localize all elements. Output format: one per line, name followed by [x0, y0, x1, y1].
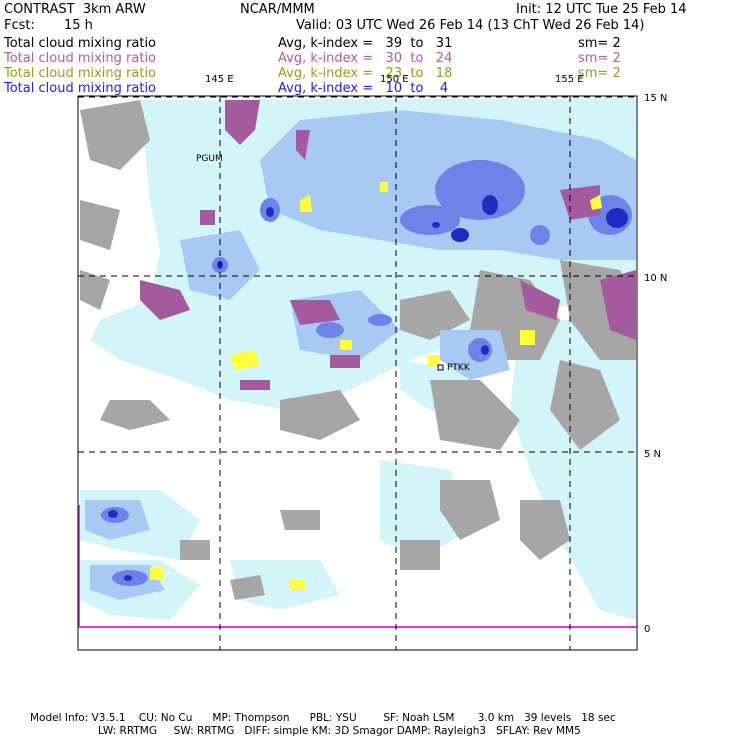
yellow-field — [150, 182, 602, 590]
legend-stat-3: Avg, k-index = 23 to 18 — [278, 66, 453, 81]
org-label: NCAR/MMM — [240, 2, 315, 17]
map-fields — [80, 98, 636, 620]
legend-name-2: Total cloud mixing ratio — [4, 51, 157, 66]
station-marker — [437, 364, 444, 371]
valid-time: Valid: 03 UTC Wed 26 Feb 14 (13 ChT Wed … — [296, 18, 645, 33]
legend-stat-1: Avg, k-index = 39 to 31 — [278, 36, 453, 51]
lon-label-155: 155 E — [555, 74, 584, 85]
legend-name-1: Total cloud mixing ratio — [4, 36, 157, 51]
gray-field — [80, 100, 636, 600]
station-ptkk: PTKK — [447, 363, 471, 373]
lat-lon-grid — [78, 96, 637, 650]
forecast-hours: 15 h — [64, 18, 93, 33]
station-pgum: PGUM — [196, 154, 223, 164]
lat-label-15n: 15 N — [644, 93, 667, 104]
pink-field — [140, 100, 636, 390]
map-frame — [77, 95, 638, 651]
lat-label-10n: 10 N — [644, 273, 667, 284]
lon-label-145: 145 E — [205, 74, 234, 85]
legend-sm-3: sm= 2 — [578, 66, 621, 81]
legend-name-4: Total cloud mixing ratio — [4, 81, 157, 96]
legend-stat-2: Avg, k-index = 30 to 24 — [278, 51, 453, 66]
legend-stat-4: Avg, k-index = 10 to 4 — [278, 81, 449, 96]
legend-name-3: Total cloud mixing ratio — [4, 66, 157, 81]
legend-sm-2: sm= 2 — [578, 51, 621, 66]
model-info-line-2: LW: RRTMG SW: RRTMG DIFF: simple KM: 3D … — [98, 725, 581, 737]
model-title: CONTRAST 3km ARW — [4, 2, 146, 17]
model-info-line-1: Model Info: V3.5.1 CU: No Cu MP: Thompso… — [30, 712, 616, 724]
lat-label-0: 0 — [644, 624, 650, 635]
init-time: Init: 12 UTC Tue 25 Feb 14 — [516, 2, 687, 17]
forecast-label: Fcst: — [4, 18, 35, 33]
core-cloud-field — [108, 195, 628, 581]
lon-label-150: 150 E — [380, 74, 409, 85]
lat-label-5n: 5 N — [644, 449, 661, 460]
legend-sm-1: sm= 2 — [578, 36, 621, 51]
